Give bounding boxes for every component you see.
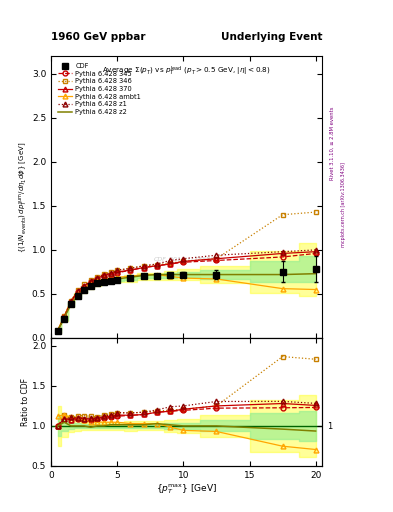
Y-axis label: Ratio to CDF: Ratio to CDF <box>22 378 31 426</box>
Text: Rivet 3.1.10, ≥ 2.8M events: Rivet 3.1.10, ≥ 2.8M events <box>330 106 334 180</box>
Text: CDF_2015_I1388868: CDF_2015_I1388868 <box>154 256 219 262</box>
Text: 1960 GeV ppbar: 1960 GeV ppbar <box>51 32 145 42</box>
X-axis label: $\{p_T^\mathrm{max}\}$ [GeV]: $\{p_T^\mathrm{max}\}$ [GeV] <box>156 482 217 496</box>
Text: Average $\Sigma(p_T)$ vs $p_T^\mathrm{lead}$ ($p_T > 0.5$ GeV, $|\eta| < 0.8$): Average $\Sigma(p_T)$ vs $p_T^\mathrm{le… <box>103 65 271 78</box>
Y-axis label: $\{(1/N_\mathrm{events})\,dp_T^\mathrm{sum}/d\eta_1 d\phi\}$ [GeV]: $\{(1/N_\mathrm{events})\,dp_T^\mathrm{s… <box>18 141 31 253</box>
Text: mcplots.cern.ch [arXiv:1306.3436]: mcplots.cern.ch [arXiv:1306.3436] <box>342 162 346 247</box>
Text: Underlying Event: Underlying Event <box>221 32 322 42</box>
Legend: CDF, Pythia 6.428 345, Pythia 6.428 346, Pythia 6.428 370, Pythia 6.428 ambt1, P: CDF, Pythia 6.428 345, Pythia 6.428 346,… <box>57 62 141 116</box>
